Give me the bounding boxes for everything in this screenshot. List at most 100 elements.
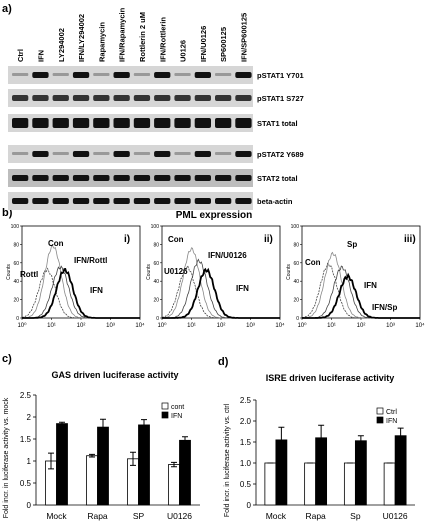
- blot-band: [154, 151, 171, 157]
- lane-label: Ctrl: [16, 49, 25, 62]
- x-tick-label: Rapa: [305, 511, 326, 521]
- blot-band: [72, 175, 90, 181]
- panel-title: PML expression: [176, 210, 253, 221]
- lane-label: Rottlerin 2 uM: [138, 12, 147, 62]
- legend-label: IFN: [171, 413, 182, 420]
- histogram-curve: [22, 268, 140, 319]
- y-tick-label: 20: [13, 298, 19, 304]
- lane-label: IFN/LY294002: [77, 14, 86, 62]
- blot-band: [235, 118, 252, 128]
- x-tick-label: 10²: [77, 323, 86, 329]
- annotation: IFN/U0126: [208, 251, 247, 260]
- blot-band: [194, 72, 211, 78]
- x-tick-label: Rapa: [87, 511, 108, 521]
- blot-band: [215, 175, 232, 181]
- blot-band: [32, 175, 49, 181]
- row-label: beta-actin: [257, 197, 293, 206]
- bar: [343, 462, 356, 506]
- legend-swatch: [161, 402, 169, 410]
- x-tick-label: U0126: [383, 511, 408, 521]
- blot-band: [215, 198, 232, 204]
- blot-band: [194, 198, 211, 204]
- bar: [86, 455, 98, 506]
- x-tick-label: 10⁴: [135, 322, 145, 329]
- panel-label: a): [2, 3, 12, 15]
- annotation: IFN: [90, 286, 103, 295]
- x-tick-label: Mock: [266, 511, 287, 521]
- annotation: IFN/Rottl: [74, 256, 107, 265]
- error-bar: [141, 419, 147, 431]
- y-tick-label: 80: [13, 242, 19, 248]
- legend-label: IFN: [386, 418, 397, 425]
- y-tick-label: 80: [293, 242, 299, 248]
- y-tick-label: 0: [16, 316, 19, 322]
- lane-label: IFN/Rapamycin: [118, 7, 127, 62]
- blot-band: [194, 175, 211, 181]
- blot-band: [174, 152, 191, 155]
- blot-band: [113, 175, 130, 181]
- blot-band: [174, 175, 191, 181]
- blot-band: [133, 95, 151, 101]
- blot-band: [93, 198, 110, 204]
- blot-band: [93, 118, 110, 128]
- plot-label: iii): [404, 234, 416, 245]
- blot-band: [235, 72, 252, 78]
- y-axis-label: Counts: [6, 264, 12, 280]
- blot-strip: [8, 192, 253, 210]
- blot-band: [12, 198, 29, 204]
- histogram-curve: [302, 272, 420, 319]
- blot-band: [235, 198, 252, 204]
- blot-strip: [8, 145, 253, 163]
- blot-band: [235, 95, 252, 101]
- y-axis-label: Fold incr. in luciferase activity vs. ct…: [224, 403, 231, 517]
- lane-label: IFN: [36, 50, 45, 62]
- row-label: pSTAT1 S727: [257, 94, 304, 103]
- blot-band: [194, 118, 211, 128]
- x-tick-label: 10³: [246, 323, 255, 329]
- annotation: Con: [305, 258, 321, 267]
- blot-band: [32, 95, 49, 101]
- y-tick-label: 0: [27, 501, 32, 510]
- lane-label: U0126: [179, 40, 188, 62]
- bar: [383, 462, 396, 506]
- y-tick-label: 100: [151, 224, 160, 230]
- blot-strip: [8, 66, 253, 84]
- row-label: STAT1 total: [257, 119, 298, 128]
- lane-label: SP600125: [219, 27, 228, 62]
- y-tick-label: 1.5: [240, 438, 252, 447]
- blot-strip: [8, 114, 253, 132]
- blot-strip: [8, 89, 253, 107]
- y-tick-label: 100: [11, 224, 20, 230]
- bar: [97, 426, 109, 506]
- y-tick-label: 1.5: [20, 435, 32, 444]
- blot-band: [194, 95, 211, 101]
- chart-title: GAS driven luciferase activity: [51, 370, 178, 380]
- x-tick-label: Sp: [350, 511, 361, 521]
- histogram-curve: [301, 262, 420, 319]
- y-tick-label: 1.0: [240, 459, 252, 468]
- blot-band: [72, 118, 90, 128]
- blot-band: [52, 118, 69, 128]
- blot-band: [113, 95, 130, 101]
- x-tick-label: 10²: [357, 323, 366, 329]
- x-tick-label: 10⁰: [17, 322, 27, 329]
- y-tick-label: 40: [153, 279, 159, 285]
- y-tick-label: 2: [27, 413, 32, 422]
- annotation: Con: [168, 235, 184, 244]
- y-tick-label: 100: [291, 224, 300, 230]
- annotation: Rottl: [20, 270, 38, 279]
- legend-swatch: [376, 416, 384, 424]
- bar: [264, 462, 277, 506]
- blot-band: [215, 95, 232, 101]
- blot-band: [113, 118, 130, 128]
- y-tick-label: 0: [296, 316, 299, 322]
- annotation: IFN/Sp: [372, 303, 397, 312]
- panel-label: c): [2, 353, 12, 365]
- x-tick-label: 10²: [217, 323, 226, 329]
- blot-band: [52, 73, 69, 76]
- legend-swatch: [161, 411, 169, 419]
- y-tick-label: 0: [247, 501, 252, 510]
- y-tick-label: 40: [293, 279, 299, 285]
- blot-band: [12, 118, 29, 128]
